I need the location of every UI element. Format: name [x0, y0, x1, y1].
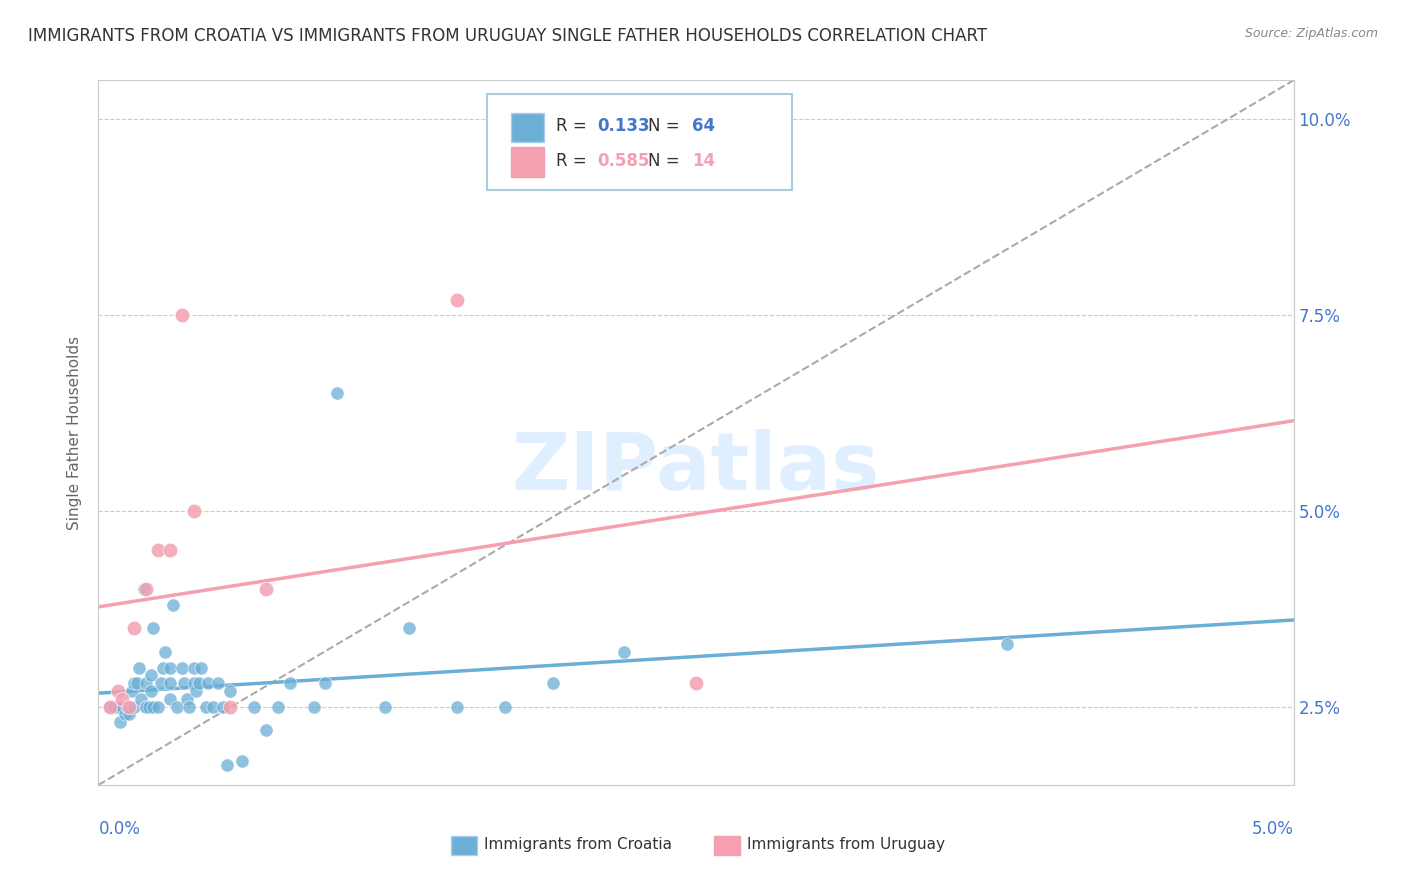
Point: [128, 660, 150, 674]
Point: [101, 699, 124, 714]
Point: [135, 699, 157, 714]
Text: R =: R =: [557, 117, 592, 135]
Point: [374, 699, 396, 714]
Point: [159, 660, 181, 674]
Point: [202, 699, 225, 714]
Point: [219, 699, 242, 714]
Bar: [510, 112, 544, 143]
Y-axis label: Single Father Households: Single Father Households: [67, 335, 83, 530]
Point: [267, 699, 290, 714]
Point: [173, 676, 195, 690]
Bar: [451, 836, 477, 855]
Point: [125, 676, 148, 690]
Point: [107, 684, 129, 698]
Point: [111, 699, 134, 714]
Point: [219, 684, 242, 698]
Point: [302, 699, 325, 714]
Point: [121, 684, 143, 698]
FancyBboxPatch shape: [486, 95, 792, 189]
Text: 0.585: 0.585: [596, 153, 650, 170]
Point: [231, 755, 253, 769]
Text: 0.0%: 0.0%: [98, 821, 141, 838]
Point: [104, 699, 127, 714]
Point: [118, 707, 141, 722]
Point: [254, 723, 277, 738]
Point: [685, 676, 707, 690]
Point: [195, 699, 218, 714]
Point: [132, 582, 155, 597]
Point: [326, 386, 349, 401]
Point: [183, 504, 205, 518]
Point: [155, 645, 177, 659]
Point: [115, 699, 138, 714]
Point: [278, 676, 301, 690]
Point: [315, 676, 337, 690]
Point: [207, 676, 229, 690]
Point: [135, 699, 157, 714]
Point: [541, 676, 564, 690]
Point: [152, 660, 174, 674]
Point: [243, 699, 266, 714]
Point: [149, 676, 172, 690]
Point: [114, 707, 136, 722]
Point: [124, 699, 146, 714]
Point: [183, 660, 205, 674]
Point: [131, 691, 153, 706]
Point: [159, 676, 181, 690]
Text: 0.133: 0.133: [596, 117, 650, 135]
Point: [613, 645, 636, 659]
Point: [98, 699, 122, 714]
Point: [186, 684, 208, 698]
Text: 64: 64: [692, 117, 716, 135]
Point: [217, 758, 239, 772]
Text: Immigrants from Uruguay: Immigrants from Uruguay: [748, 838, 945, 853]
Text: N =: N =: [648, 117, 685, 135]
Point: [135, 582, 157, 597]
Point: [124, 621, 146, 635]
Point: [142, 621, 165, 635]
Point: [148, 543, 170, 558]
Point: [172, 308, 194, 322]
Point: [148, 699, 170, 714]
Text: R =: R =: [557, 153, 592, 170]
Point: [139, 684, 162, 698]
Text: IMMIGRANTS FROM CROATIA VS IMMIGRANTS FROM URUGUAY SINGLE FATHER HOUSEHOLDS CORR: IMMIGRANTS FROM CROATIA VS IMMIGRANTS FR…: [28, 27, 987, 45]
Point: [494, 699, 516, 714]
Point: [142, 699, 165, 714]
Point: [446, 699, 468, 714]
Point: [172, 660, 194, 674]
Text: ZIPatlas: ZIPatlas: [512, 429, 880, 507]
Point: [107, 699, 129, 714]
Point: [254, 582, 277, 597]
Point: [211, 699, 233, 714]
Point: [190, 660, 212, 674]
Point: [139, 668, 162, 682]
Point: [118, 699, 141, 714]
Point: [446, 293, 468, 307]
Point: [179, 699, 201, 714]
Point: [162, 598, 184, 612]
Bar: [510, 147, 544, 177]
Point: [398, 621, 420, 635]
Point: [124, 676, 146, 690]
Point: [995, 637, 1018, 651]
Bar: [714, 836, 740, 855]
Text: 14: 14: [692, 153, 716, 170]
Point: [183, 676, 205, 690]
Point: [197, 676, 219, 690]
Point: [166, 699, 188, 714]
Point: [135, 676, 157, 690]
Point: [108, 715, 131, 730]
Point: [176, 691, 198, 706]
Text: Source: ZipAtlas.com: Source: ZipAtlas.com: [1244, 27, 1378, 40]
Point: [138, 699, 160, 714]
Text: N =: N =: [648, 153, 685, 170]
Text: Immigrants from Croatia: Immigrants from Croatia: [485, 838, 672, 853]
Point: [98, 699, 122, 714]
Point: [159, 691, 181, 706]
Point: [187, 676, 209, 690]
Text: 5.0%: 5.0%: [1251, 821, 1294, 838]
Point: [159, 543, 181, 558]
Point: [111, 691, 134, 706]
